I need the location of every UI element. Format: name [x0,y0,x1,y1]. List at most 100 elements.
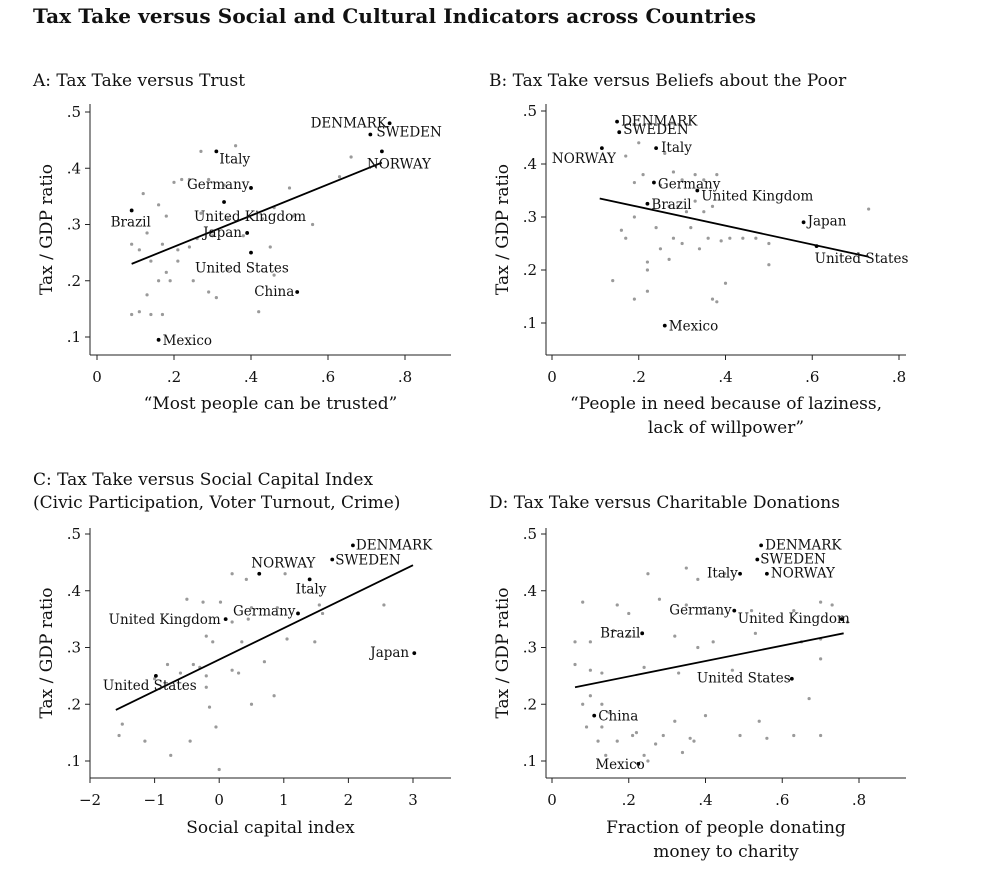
data-point [693,199,697,203]
x-tick-label: .4 [718,368,732,386]
labeled-point [801,220,806,225]
x-tick-label: 0 [92,368,102,386]
y-tick-label: .5 [523,525,537,543]
point-label: Germany [658,177,721,193]
labeled-point [789,676,794,681]
labeled-point [599,146,604,151]
data-point [642,753,646,757]
data-point [244,577,248,582]
data-point [630,733,635,738]
x-axis-label: Fraction of people donating [606,818,846,838]
data-point [673,719,677,723]
data-point [143,739,147,743]
data-point [807,696,811,701]
labeled-point [732,608,737,613]
x-tick-label: .2 [167,368,181,386]
data-point [646,572,650,576]
data-point [702,210,706,214]
data-point [349,155,353,159]
data-point [728,236,732,240]
data-point [611,279,615,283]
data-point [272,694,276,698]
x-axis-label: Social capital index [186,818,355,838]
data-point [677,671,681,675]
data-point [667,257,671,261]
data-point [680,750,685,755]
data-point [201,600,205,604]
x-axis-label: “People in need because of laziness, [570,394,882,414]
data-point [249,606,254,610]
y-tick-label: .2 [67,695,81,713]
x-tick-label: 1 [279,791,289,809]
labeled-point [368,132,373,137]
data-point [137,248,141,252]
data-point [588,668,592,672]
data-point [767,241,771,246]
y-tick-label: .3 [523,208,537,226]
data-point [226,267,230,272]
data-point [645,289,650,293]
data-point [615,603,619,607]
data-point [637,141,641,145]
fit-line [574,632,844,689]
labeled-point [351,543,355,548]
data-point [667,204,671,208]
labeled-point [222,200,226,204]
data-point [703,714,708,718]
point-label: Italy [296,581,327,597]
data-point [313,640,317,644]
point-label: Mexico [163,333,212,349]
point-label: Brazil [111,214,151,230]
labeled-point [652,180,656,185]
y-axis-label: Tax / GDP ratio [493,587,513,718]
data-point [767,263,771,267]
data-point [160,312,165,317]
data-point [207,290,211,294]
y-tick-label: .4 [523,155,537,173]
data-point [634,731,639,735]
y-tick-label: .4 [67,159,81,177]
data-point [600,702,604,706]
data-point [710,297,715,301]
x-tick-label: .6 [805,368,819,386]
data-point [710,204,715,208]
point-label: China [254,284,294,300]
data-point [611,628,616,633]
data-point [730,668,734,672]
panel-c-plot: .1 .2 .3 .4 .5 −2 −1 0 1 2 3 Tax / GDP ratio Social … [37,525,451,838]
data-point [671,170,676,174]
data-point [149,312,153,317]
point-label: Italy [707,566,738,582]
data-point [172,180,176,184]
y-tick-label: .5 [67,103,81,121]
data-point [684,603,688,607]
data-point [658,247,663,251]
y-tick-label: .5 [523,102,537,120]
y-tick-label: .3 [523,639,537,657]
data-point [753,631,757,635]
data-point [689,226,693,230]
x-tick-label: .2 [622,791,636,809]
data-point [230,668,234,672]
data-point [684,566,688,570]
y-tick-label: .1 [67,328,81,346]
fit-line [599,197,869,258]
data-point [702,178,706,182]
data-point [218,600,223,604]
data-point [234,144,238,148]
labeled-point [156,337,161,342]
data-point [285,637,289,641]
data-point [214,725,218,729]
data-point [573,640,577,644]
x-tick-label: 0 [214,791,224,809]
data-point [600,671,604,675]
data-point [719,239,723,243]
point-label: Mexico [595,757,644,773]
labeled-point [662,323,667,328]
x-tick-label: 2 [344,791,354,809]
point-label: China [598,709,638,725]
panel-d-title: D: Tax Take versus Charitable Donations [489,493,840,513]
point-label: NORWAY [251,556,316,572]
point-label: United States [103,678,197,694]
x-tick-label: .8 [892,368,906,386]
